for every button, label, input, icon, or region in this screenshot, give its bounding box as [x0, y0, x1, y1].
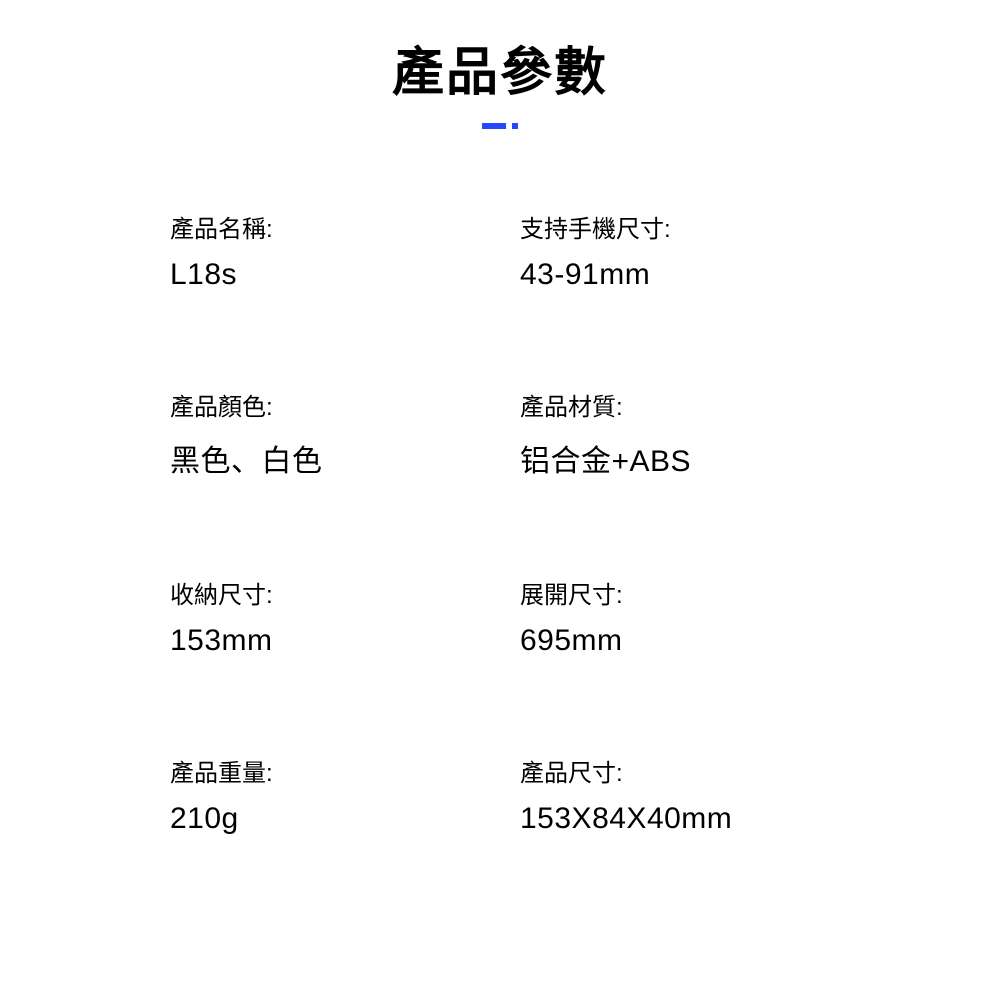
spec-item-material: 產品材質: 铝合金+ABS — [520, 387, 830, 480]
spec-item-open-size: 展開尺寸: 695mm — [520, 575, 830, 658]
spec-item-color: 產品顏色: 黑色、白色 — [170, 387, 480, 480]
spec-value: 210g — [170, 802, 480, 836]
title-divider — [482, 123, 518, 129]
spec-value: 153mm — [170, 624, 480, 658]
spec-label: 產品重量: — [170, 753, 480, 788]
specs-grid: 產品名稱: L18s 支持手機尺寸: 43-91mm 產品顏色: 黑色、白色 產… — [0, 129, 1000, 836]
spec-label: 產品尺寸: — [520, 753, 830, 788]
spec-sheet: 產品參數 產品名稱: L18s 支持手機尺寸: 43-91mm 產品顏色: 黑色… — [0, 0, 1000, 1000]
page-title: 產品參數 — [0, 0, 1000, 105]
divider-dot — [512, 123, 518, 129]
spec-item-weight: 產品重量: 210g — [170, 753, 480, 836]
spec-value: 153X84X40mm — [520, 802, 830, 836]
spec-value: 铝合金+ABS — [520, 436, 830, 480]
spec-label: 支持手機尺寸: — [520, 209, 830, 244]
spec-label: 產品顏色: — [170, 387, 480, 422]
spec-item-dimensions: 產品尺寸: 153X84X40mm — [520, 753, 830, 836]
spec-value: 43-91mm — [520, 258, 830, 292]
spec-label: 產品材質: — [520, 387, 830, 422]
spec-item-product-name: 產品名稱: L18s — [170, 209, 480, 292]
spec-value: 黑色、白色 — [170, 436, 480, 480]
spec-label: 展開尺寸: — [520, 575, 830, 610]
divider-line — [482, 123, 506, 129]
spec-item-folded-size: 收納尺寸: 153mm — [170, 575, 480, 658]
spec-value: L18s — [170, 258, 480, 292]
spec-item-phone-size: 支持手機尺寸: 43-91mm — [520, 209, 830, 292]
spec-label: 收納尺寸: — [170, 575, 480, 610]
spec-value: 695mm — [520, 624, 830, 658]
spec-label: 產品名稱: — [170, 209, 480, 244]
